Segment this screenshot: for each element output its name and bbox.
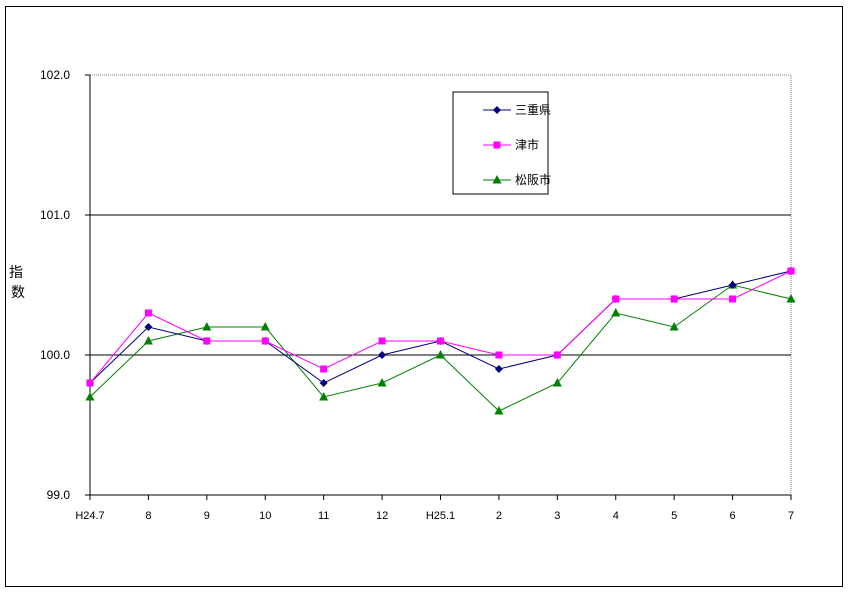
x-tick-label: 11 xyxy=(318,510,329,522)
data-point xyxy=(144,323,153,331)
data-point xyxy=(787,267,795,275)
legend-marker xyxy=(493,141,501,149)
x-tick-label: 10 xyxy=(259,510,271,522)
data-point xyxy=(377,378,387,387)
data-point xyxy=(728,281,737,289)
x-tick-label: 6 xyxy=(730,510,736,522)
data-point xyxy=(203,337,211,345)
data-point xyxy=(437,337,444,345)
y-axis-label: 指 数 xyxy=(9,264,27,300)
legend-item: 松阪市 xyxy=(483,172,551,187)
data-point xyxy=(319,392,329,401)
x-tick-label: 5 xyxy=(671,510,677,522)
data-point xyxy=(260,322,270,331)
y-tick-labels: 99.0 100.0 101.0 102.0 xyxy=(40,68,90,502)
data-point xyxy=(319,379,328,387)
x-tick-label: H24.7 xyxy=(75,510,104,522)
legend-label: 三重県 xyxy=(515,103,551,117)
plot-area xyxy=(89,74,792,496)
x-tick-label: 2 xyxy=(496,510,502,522)
data-point xyxy=(85,392,95,401)
x-tick-label: 8 xyxy=(145,510,151,522)
legend-label: 松阪市 xyxy=(515,172,551,187)
legend-label: 津市 xyxy=(515,137,539,152)
x-tick-labels: H24.7 8 9 10 11 12 H25.1 2 3 4 5 6 7 xyxy=(75,495,794,522)
data-point xyxy=(670,295,678,303)
data-point xyxy=(553,351,561,359)
y-tick-label: 99.0 xyxy=(47,488,71,502)
data-point xyxy=(495,351,503,359)
series-2 xyxy=(86,267,795,387)
x-tick-label: H25.1 xyxy=(426,510,455,522)
legend-item: 津市 xyxy=(483,137,539,152)
data-point xyxy=(86,379,94,387)
y-tick-label: 100.0 xyxy=(40,348,70,362)
data-point xyxy=(669,322,679,331)
legend-item: 三重県 xyxy=(483,103,551,117)
y-tick-label: 101.0 xyxy=(40,208,70,222)
y-tick-label: 102.0 xyxy=(40,68,70,82)
legend-marker xyxy=(493,106,501,114)
x-tick-label: 9 xyxy=(204,510,210,522)
data-point xyxy=(320,365,328,373)
legend-marker xyxy=(492,175,502,184)
data-point xyxy=(436,350,445,359)
data-point xyxy=(611,308,621,317)
data-point xyxy=(144,309,152,317)
data-point xyxy=(729,295,737,303)
x-tick-label: 4 xyxy=(613,510,619,522)
data-point xyxy=(202,322,212,331)
data-point xyxy=(143,336,153,345)
data-point xyxy=(552,378,562,387)
data-point xyxy=(494,406,504,415)
data-point xyxy=(612,295,620,303)
x-tick-label: 12 xyxy=(376,510,388,522)
data-point xyxy=(378,351,387,359)
data-point xyxy=(786,294,796,303)
x-tick-label: 7 xyxy=(788,510,794,522)
data-point xyxy=(378,337,386,345)
x-tick-label: 3 xyxy=(554,510,560,522)
series-group xyxy=(85,267,796,415)
data-point xyxy=(261,337,269,345)
data-point xyxy=(494,365,503,373)
